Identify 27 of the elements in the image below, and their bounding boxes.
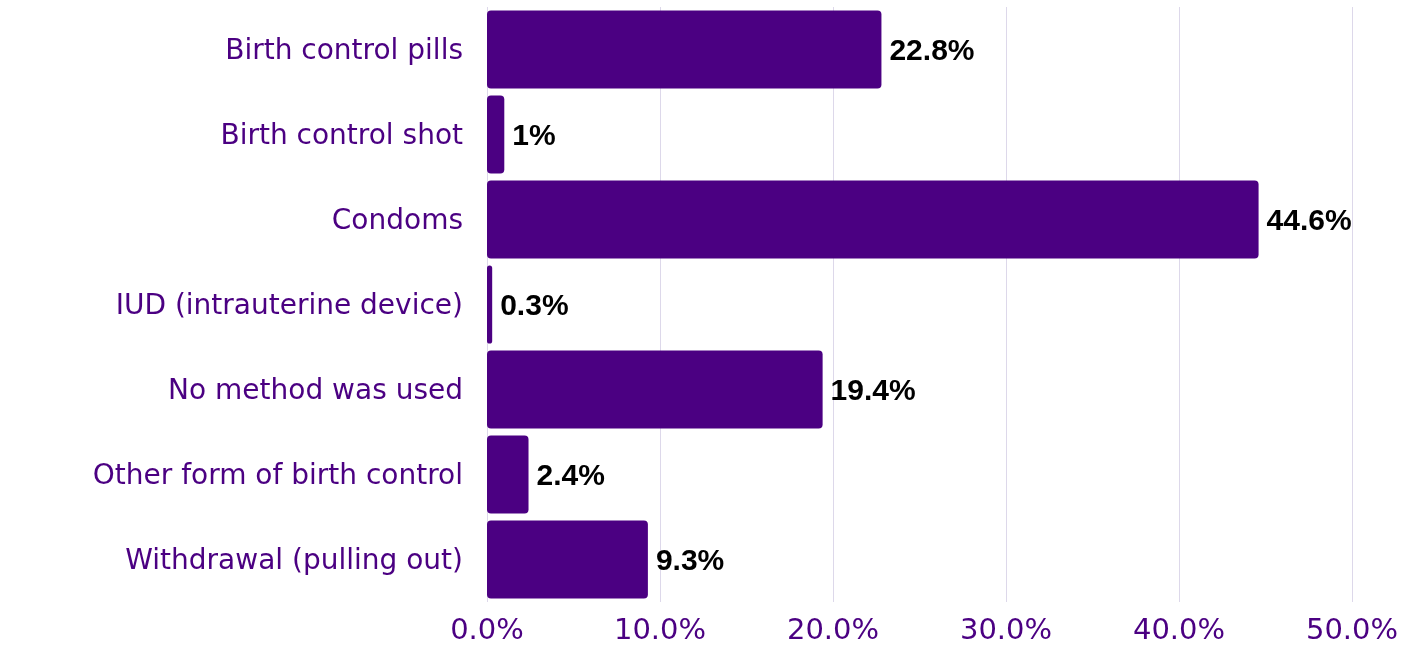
data-label: 0.3% [500, 288, 569, 321]
bar [487, 350, 823, 429]
y-tick-label: No method was used [168, 373, 463, 406]
x-tick-label: 10.0% [613, 611, 707, 646]
data-label: 22.8% [889, 33, 975, 66]
data-label: 1% [512, 118, 556, 151]
x-tick-label: 30.0% [959, 611, 1053, 646]
x-tick-label: 0.0% [450, 611, 524, 646]
y-tick-label: Withdrawal (pulling out) [125, 543, 463, 576]
bar [487, 95, 505, 174]
data-label: 9.3% [655, 543, 725, 576]
y-tick-label: IUD (intrauterine device) [115, 288, 463, 321]
data-label: 44.6% [1266, 203, 1352, 236]
bar [487, 265, 493, 344]
x-tick-label: 40.0% [1132, 611, 1226, 646]
bar [487, 435, 529, 514]
x-tick-label: 50.0% [1305, 611, 1399, 646]
x-tick-label: 20.0% [786, 611, 880, 646]
y-tick-label: Birth control pills [225, 33, 463, 66]
bar [487, 10, 882, 89]
bar [487, 180, 1259, 259]
y-tick-label: Other form of birth control [92, 458, 463, 491]
y-tick-label: Condoms [331, 203, 463, 236]
data-label: 19.4% [830, 373, 916, 406]
bar [487, 520, 648, 599]
data-label: 2.4% [536, 458, 605, 491]
y-tick-label: Birth control shot [220, 118, 464, 151]
